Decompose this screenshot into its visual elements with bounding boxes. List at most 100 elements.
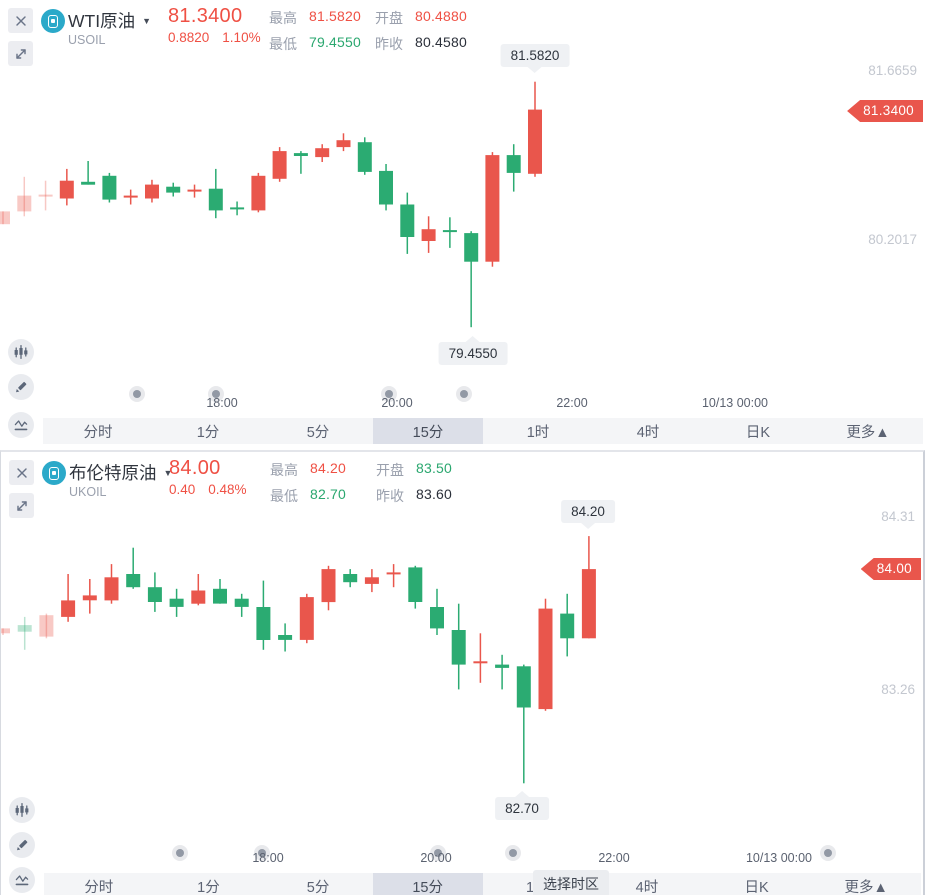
candle-body [442,230,457,233]
candle-body [126,574,141,588]
tab-5分[interactable]: 5分 [263,873,373,895]
draw-button[interactable] [9,832,35,858]
candlestick-plot [0,81,542,328]
tab-分时[interactable]: 分时 [44,873,154,895]
tab-4时[interactable]: 4时 [593,418,703,444]
tab-日K[interactable]: 日K [703,418,813,444]
high-price-marker: 81.5820 [500,44,570,67]
tab-更多more[interactable]: 更多▲ [813,418,923,444]
instrument-selector[interactable]: 布伦特原油 ▼ [69,460,172,485]
close-button[interactable] [9,460,34,485]
expand-button[interactable] [8,41,33,66]
candle-body [293,153,308,156]
time-axis-label: 18:00 [252,851,284,865]
timezone-tooltip[interactable]: 选择时区 [533,870,609,895]
candle-body [166,186,181,193]
chart-type-button[interactable] [8,339,34,365]
time-axis-label: 20:00 [420,851,452,865]
indicator-button[interactable] [8,412,34,438]
candle-body [485,155,500,262]
candle-body [408,567,423,602]
time-axis-label: 18:00 [206,396,238,410]
stat-label: 最高 [269,10,297,26]
tab-分时[interactable]: 分时 [43,418,153,444]
instrument-symbol: USOIL [68,33,106,47]
candle-body [364,577,379,584]
tab-1分[interactable]: 1分 [153,418,263,444]
tab-日K[interactable]: 日K [702,873,812,895]
candle-body [272,151,287,179]
candle-body [1,628,10,634]
candle-body [39,615,54,637]
chart-type-button[interactable] [9,797,35,823]
indicator-button[interactable] [9,867,35,893]
last-price: 81.3400 [168,5,243,27]
change-percent: 1.10% [222,30,261,45]
instrument-logo-icon [41,9,65,33]
candle-body [82,595,97,601]
price-change: 0.8820 1.10% [168,30,261,45]
draw-button[interactable] [8,374,34,400]
stat-value: 83.60 [416,486,453,502]
candle-body [0,211,10,225]
tab-15分[interactable]: 15分 [372,873,483,895]
candle-body [464,233,479,262]
tab-15分[interactable]: 15分 [373,418,483,444]
wave-indicator-icon [15,875,29,886]
change-value: 0.8820 [168,30,210,45]
stat-label: 昨收 [375,36,403,52]
timeline-marker-dot[interactable] [212,390,220,398]
candle-body [528,109,542,174]
wave-indicator-icon [14,420,28,431]
instrument-title[interactable]: 布伦特原油 [69,463,157,483]
timeline-marker-dot[interactable] [258,849,266,857]
low-price-marker: 82.70 [495,797,549,820]
candle-body [208,188,223,211]
candle-body [430,607,444,629]
close-icon [16,467,27,478]
quote-stats: 最高 84.20 开盘 83.50 最低 82.70 昨收 83.60 [270,460,492,506]
tab-1时[interactable]: 1时 [483,418,593,444]
stat-value: 79.4550 [309,34,362,50]
tab-1分[interactable]: 1分 [154,873,264,895]
candle-body [61,600,76,617]
stat-label: 昨收 [376,488,404,504]
tab-4时[interactable]: 4时 [592,873,702,895]
change-value: 0.40 [169,482,196,497]
instrument-logo-icon [42,461,66,485]
timeline-marker-dot[interactable] [434,849,442,857]
timeline-marker-dot[interactable] [385,390,393,398]
timeline-marker-dot[interactable] [460,390,468,398]
stat-value: 80.4580 [415,34,468,50]
time-axis-label: 10/13 00:00 [701,396,769,410]
last-price-badge: 81.3400 [847,100,923,122]
last-price-badge: 84.00 [860,558,921,580]
instrument-selector[interactable]: WTI原油 ▼ [68,8,151,33]
candle-body [38,194,53,197]
candle-body [516,666,531,708]
time-axis-label: 22:00 [556,396,588,410]
candle-body [17,195,32,212]
candle-body [473,661,488,664]
timeline-marker-dot[interactable] [509,849,517,857]
instrument-symbol: UKOIL [69,485,107,499]
high-price-marker: 84.20 [561,500,615,523]
last-price: 84.00 [169,457,221,479]
candle-body [59,180,74,199]
tab-更多more[interactable]: 更多▲ [811,873,921,895]
stat-value: 80.4880 [415,8,468,24]
candle-body [321,569,336,603]
timeline-marker-dot[interactable] [824,849,832,857]
close-button[interactable] [8,8,33,33]
expand-button[interactable] [9,493,34,518]
tab-5分[interactable]: 5分 [263,418,373,444]
time-axis-label: 22:00 [598,851,630,865]
chevron-down-icon[interactable]: ▼ [142,15,151,26]
price-change: 0.40 0.48% [169,482,247,497]
instrument-title[interactable]: WTI原油 [68,11,136,31]
timeline-marker-dot[interactable] [176,849,184,857]
chevron-down-icon[interactable]: ▼ [163,467,173,478]
candle-body [17,625,32,632]
timeline-marker-dot[interactable] [133,390,141,398]
